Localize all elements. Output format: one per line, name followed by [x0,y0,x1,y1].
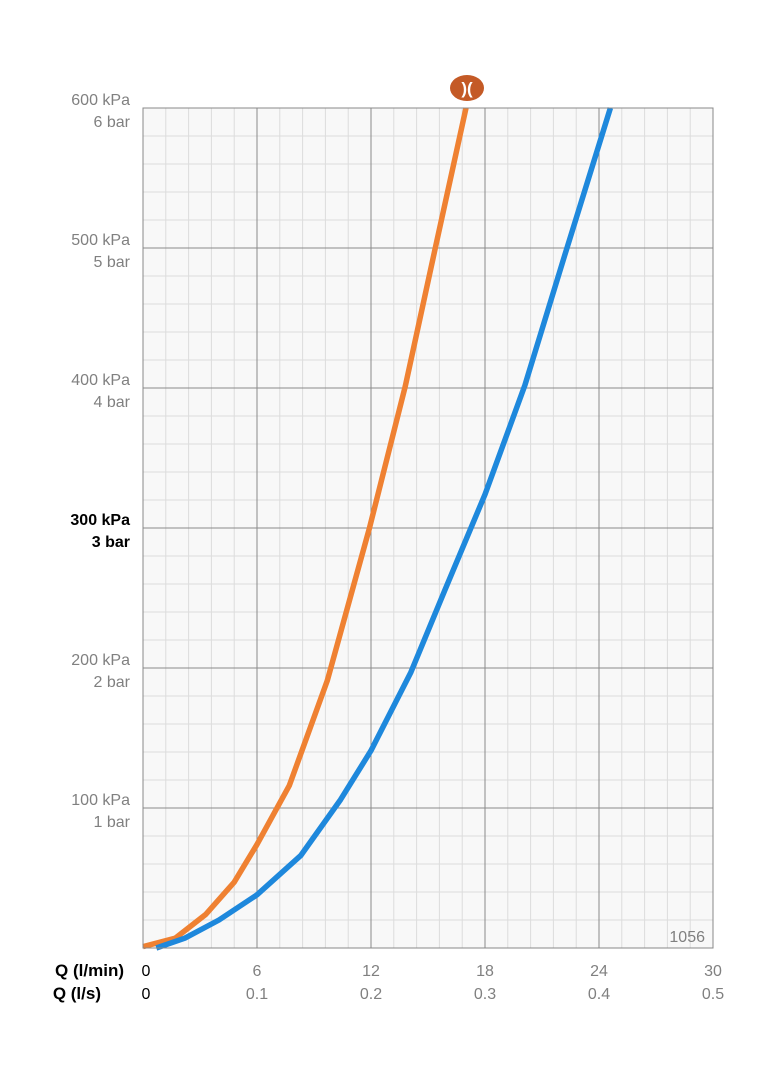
y-bar-tick-label: 3 bar [92,534,130,551]
x-axis-label: Q (l/min) [55,961,124,980]
x2-tick-label: 0 [142,986,151,1003]
y-bar-tick-label: 4 bar [94,394,131,411]
icon-symbol: )( [461,79,473,98]
x2-tick-label: 0.3 [474,986,496,1003]
y-tick-label: 100 kPa [71,792,130,809]
x-tick-label: 24 [590,963,608,980]
curves [142,107,614,951]
curve [155,107,614,951]
x-tick-label: 18 [476,963,494,980]
x-tick-label: 30 [704,963,722,980]
annotation: 1056 [669,929,705,946]
x-tick-label: 0 [142,963,151,980]
x2-axis-label: Q (l/s) [53,984,101,1003]
x-tick-label: 6 [253,963,262,980]
x2-tick-label: 0.4 [588,986,610,1003]
y-tick-label: 400 kPa [71,372,130,389]
y-tick-label: 300 kPa [70,512,130,529]
y-tick-label: 600 kPa [71,92,130,109]
plot-frame [142,107,714,949]
y-bar-tick-label: 5 bar [94,254,131,271]
x2-tick-label: 0.5 [702,986,724,1003]
x-tick-label: 12 [362,963,380,980]
y-bar-tick-label: 1 bar [94,814,131,831]
y-bar-tick-label: 6 bar [94,114,131,131]
icon [450,75,484,101]
y-bar-tick-label: 2 bar [94,674,131,691]
x2-tick-label: 0.2 [360,986,382,1003]
y-tick-label: 500 kPa [71,232,130,249]
y-tick-label: 200 kPa [71,652,130,669]
x2-tick-label: 0.1 [246,986,268,1003]
curve [142,107,469,950]
